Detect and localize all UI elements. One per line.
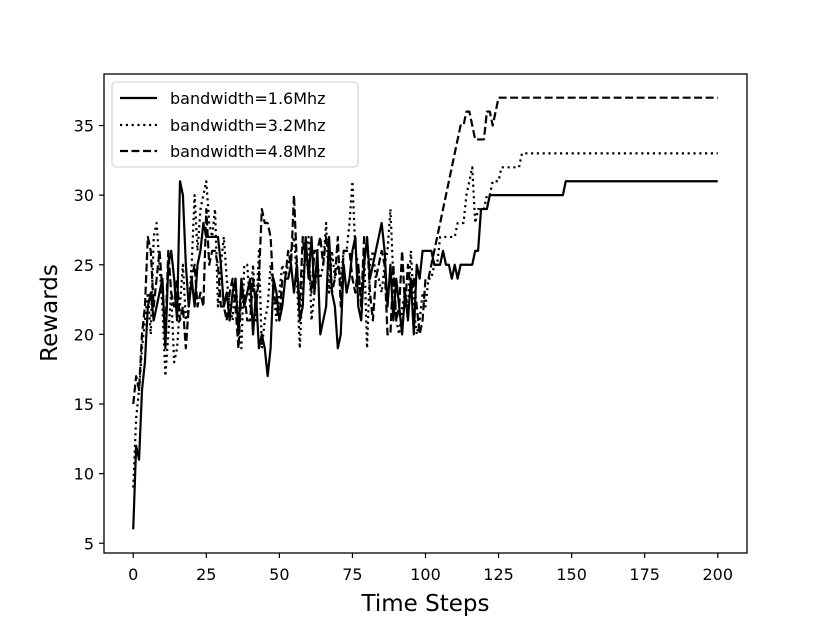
y-tick-label: 30	[74, 186, 94, 205]
legend-label-bandwidth-1-6: bandwidth=1.6Mhz	[170, 89, 326, 108]
x-axis-label: Time Steps	[361, 591, 490, 617]
legend-label-bandwidth-4-8: bandwidth=4.8Mhz	[170, 142, 326, 161]
x-tick-label: 175	[629, 565, 660, 584]
series-line-2	[132, 96, 718, 405]
y-tick-label: 35	[74, 117, 94, 136]
x-tick-label: 50	[269, 565, 289, 584]
x-tick-label: 200	[702, 565, 733, 584]
axis-ticks: 0 25 50 75 100 125 150 175 200 5 10 15 20 25 30 35	[74, 117, 733, 584]
legend-label-bandwidth-3-2: bandwidth=3.2Mhz	[170, 116, 326, 135]
x-tick-label: 125	[483, 565, 514, 584]
legend: bandwidth=1.6Mhz bandwidth=3.2Mhz bandwi…	[111, 81, 359, 168]
x-tick-label: 150	[556, 565, 587, 584]
y-tick-label: 5	[84, 534, 94, 553]
x-tick-label: 0	[128, 565, 138, 584]
plot-lines	[132, 96, 718, 530]
y-tick-label: 20	[74, 325, 94, 344]
x-tick-label: 75	[342, 565, 362, 584]
y-tick-label: 25	[74, 256, 94, 275]
y-tick-label: 15	[74, 395, 94, 414]
y-tick-label: 10	[74, 465, 94, 484]
x-tick-label: 25	[196, 565, 216, 584]
series-line-0	[132, 180, 718, 530]
y-axis-label: Rewards	[37, 264, 63, 362]
x-tick-label: 100	[410, 565, 441, 584]
legend-box	[111, 81, 359, 168]
series-line-1	[132, 152, 718, 488]
